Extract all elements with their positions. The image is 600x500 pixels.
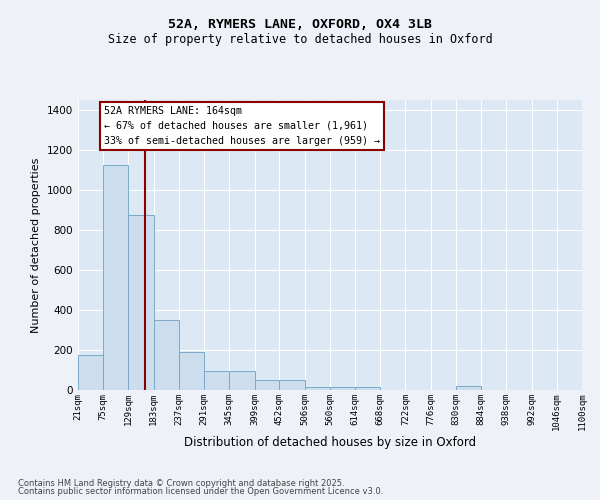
Bar bbox=[305, 387, 330, 390]
Text: Contains public sector information licensed under the Open Government Licence v3: Contains public sector information licen… bbox=[18, 487, 383, 496]
Bar bbox=[78, 355, 103, 390]
Bar bbox=[154, 320, 179, 390]
Text: Size of property relative to detached houses in Oxford: Size of property relative to detached ho… bbox=[107, 32, 493, 46]
Bar bbox=[355, 387, 380, 390]
Bar bbox=[128, 215, 154, 390]
Text: Contains HM Land Registry data © Crown copyright and database right 2025.: Contains HM Land Registry data © Crown c… bbox=[18, 478, 344, 488]
Bar bbox=[456, 386, 481, 390]
Bar bbox=[280, 380, 305, 390]
X-axis label: Distribution of detached houses by size in Oxford: Distribution of detached houses by size … bbox=[184, 436, 476, 449]
Bar bbox=[179, 352, 204, 390]
Bar bbox=[229, 371, 254, 390]
Bar bbox=[330, 387, 355, 390]
Bar bbox=[254, 380, 280, 390]
Y-axis label: Number of detached properties: Number of detached properties bbox=[31, 158, 41, 332]
Text: 52A RYMERS LANE: 164sqm
← 67% of detached houses are smaller (1,961)
33% of semi: 52A RYMERS LANE: 164sqm ← 67% of detache… bbox=[104, 106, 380, 146]
Bar bbox=[103, 165, 128, 390]
Bar bbox=[204, 371, 229, 390]
Text: 52A, RYMERS LANE, OXFORD, OX4 3LB: 52A, RYMERS LANE, OXFORD, OX4 3LB bbox=[168, 18, 432, 30]
